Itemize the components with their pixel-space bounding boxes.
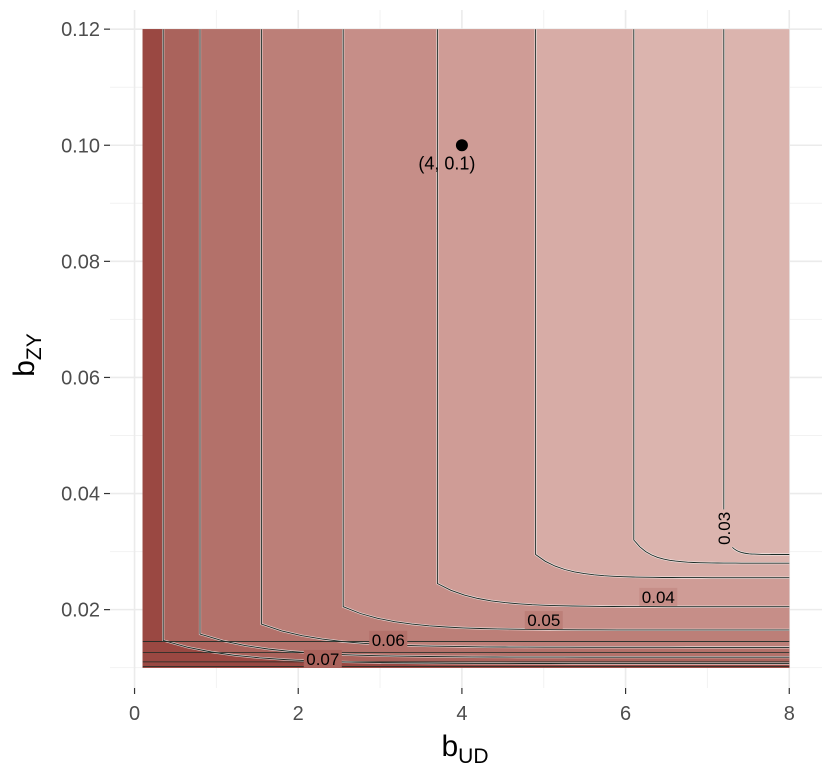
y-tick-label: 0.10 <box>61 135 100 157</box>
contour-label: 0.06 <box>372 631 405 650</box>
contour-band <box>142 29 790 668</box>
x-tick-label: 4 <box>456 703 467 725</box>
x-tick-label: 8 <box>784 703 795 725</box>
y-tick-label: 0.08 <box>61 251 100 273</box>
y-tick-label: 0.04 <box>61 484 100 506</box>
contour-label-bg <box>369 630 408 649</box>
contour-label: 0.03 <box>715 512 734 545</box>
highlight-point: (4, 0.1) <box>418 139 475 173</box>
contour-label: 0.05 <box>527 611 560 630</box>
y-tick-label: 0.12 <box>61 19 100 41</box>
contour-line <box>723 29 790 555</box>
x-tick-label: 6 <box>620 703 631 725</box>
contour-label: 0.04 <box>642 588 675 607</box>
y-tick-label: 0.06 <box>61 367 100 389</box>
y-axis-title: bZY <box>8 333 46 377</box>
x-tick-label: 2 <box>293 703 304 725</box>
contour-line <box>535 29 790 579</box>
contour-label-bg <box>303 649 342 668</box>
contour-label-bg <box>524 611 563 630</box>
contour-label: 0.07 <box>306 650 339 669</box>
y-axis: 0.02 0.04 0.06 0.08 0.10 0.12 <box>61 19 110 622</box>
contour-labels: 0.07 0.06 0.05 0.04 0.03 <box>303 509 734 669</box>
contour-band <box>142 29 790 668</box>
point-label: (4, 0.1) <box>418 153 475 173</box>
contour-label-bg <box>714 509 733 548</box>
contour-line <box>199 29 790 658</box>
contour-label-bg <box>639 587 678 606</box>
contour-bands <box>142 29 790 668</box>
contour-lines <box>142 29 790 667</box>
contour-line <box>436 29 790 608</box>
x-axis: 0 2 4 6 8 <box>129 688 795 725</box>
point-marker <box>455 139 468 152</box>
y-tick-label: 0.02 <box>61 600 100 622</box>
contour-line <box>633 29 790 564</box>
contour-line <box>342 29 790 631</box>
x-tick-label: 0 <box>129 703 140 725</box>
x-axis-title: bUD <box>441 730 488 768</box>
